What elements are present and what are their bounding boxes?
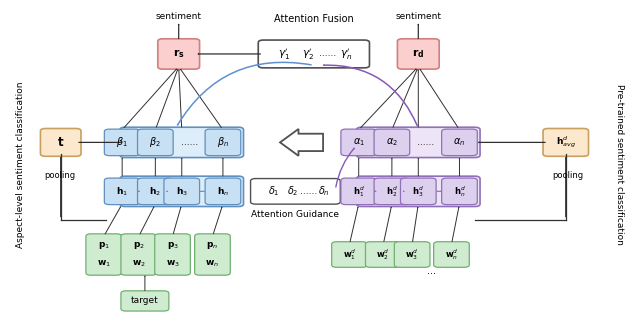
Text: ...: ...: [428, 266, 436, 276]
FancyBboxPatch shape: [434, 242, 469, 267]
FancyBboxPatch shape: [40, 129, 81, 156]
FancyBboxPatch shape: [205, 178, 241, 205]
Text: $\mathbf{h}^d_3$: $\mathbf{h}^d_3$: [412, 184, 424, 199]
Text: $\mathbf{p}_2$: $\mathbf{p}_2$: [132, 240, 145, 251]
FancyBboxPatch shape: [251, 179, 340, 204]
FancyBboxPatch shape: [374, 178, 410, 205]
Text: ......: ......: [300, 187, 317, 196]
FancyBboxPatch shape: [442, 178, 477, 205]
FancyBboxPatch shape: [121, 291, 169, 311]
FancyBboxPatch shape: [543, 129, 589, 156]
Text: $\gamma_n'$: $\gamma_n'$: [340, 46, 352, 62]
FancyBboxPatch shape: [356, 176, 480, 207]
Text: $\delta_n$: $\delta_n$: [318, 185, 330, 198]
Text: Attention Fusion: Attention Fusion: [274, 14, 354, 24]
FancyBboxPatch shape: [120, 176, 243, 207]
Text: sentiment: sentiment: [156, 12, 202, 20]
FancyBboxPatch shape: [442, 129, 477, 156]
Text: $\beta_2$: $\beta_2$: [150, 136, 161, 149]
FancyBboxPatch shape: [394, 242, 430, 267]
Polygon shape: [280, 129, 323, 156]
Text: target: target: [131, 296, 159, 305]
Text: $\mathbf{h}^{d}_{avg}$: $\mathbf{h}^{d}_{avg}$: [556, 135, 576, 150]
Text: Aspect-level sentiment classification: Aspect-level sentiment classification: [15, 81, 25, 248]
Text: $\mathbf{h}^d_n$: $\mathbf{h}^d_n$: [454, 184, 465, 199]
Text: $\mathbf{t}$: $\mathbf{t}$: [57, 136, 65, 149]
Text: $\mathbf{h}^d_1$: $\mathbf{h}^d_1$: [353, 184, 365, 199]
Text: Pre-trained sentiment classification: Pre-trained sentiment classification: [615, 84, 625, 245]
Text: $\mathbf{h}_n$: $\mathbf{h}_n$: [217, 185, 229, 198]
FancyBboxPatch shape: [397, 39, 439, 69]
Text: $\beta_n$: $\beta_n$: [217, 136, 229, 149]
FancyBboxPatch shape: [104, 129, 140, 156]
Text: Attention Guidance: Attention Guidance: [252, 210, 339, 219]
FancyBboxPatch shape: [158, 39, 200, 69]
Text: $\alpha_2$: $\alpha_2$: [386, 137, 398, 148]
Text: $\alpha_n$: $\alpha_n$: [453, 137, 465, 148]
FancyBboxPatch shape: [259, 40, 369, 68]
Text: $\mathbf{w}^d_1$: $\mathbf{w}^d_1$: [342, 247, 356, 262]
Text: $\mathbf{p}_3$: $\mathbf{p}_3$: [166, 240, 179, 251]
Text: $\mathbf{h}_2$: $\mathbf{h}_2$: [149, 185, 161, 198]
FancyBboxPatch shape: [341, 129, 376, 156]
Text: $\mathbf{h}_3$: $\mathbf{h}_3$: [176, 185, 188, 198]
FancyBboxPatch shape: [205, 129, 241, 156]
Text: pooling: pooling: [44, 171, 75, 180]
Text: $\mathbf{p}_1$: $\mathbf{p}_1$: [98, 240, 109, 251]
Text: $\mathbf{w}_2$: $\mathbf{w}_2$: [132, 259, 146, 269]
Text: $\mathbf{w}_1$: $\mathbf{w}_1$: [97, 259, 111, 269]
Text: $\gamma_2'$: $\gamma_2'$: [301, 46, 314, 62]
FancyBboxPatch shape: [374, 129, 410, 156]
Text: $\mathbf{w}^d_3$: $\mathbf{w}^d_3$: [405, 247, 419, 262]
FancyBboxPatch shape: [121, 234, 157, 275]
FancyBboxPatch shape: [138, 129, 173, 156]
Text: $\mathbf{r_s}$: $\mathbf{r_s}$: [173, 48, 184, 60]
FancyBboxPatch shape: [365, 242, 401, 267]
FancyBboxPatch shape: [86, 234, 122, 275]
Text: $\mathbf{h}^d_2$: $\mathbf{h}^d_2$: [386, 184, 398, 199]
Text: sentiment: sentiment: [396, 12, 442, 20]
Text: $\beta_1$: $\beta_1$: [116, 136, 128, 149]
Text: $\mathbf{w}^d_2$: $\mathbf{w}^d_2$: [376, 247, 390, 262]
FancyBboxPatch shape: [164, 178, 200, 205]
Text: $\gamma_1'$: $\gamma_1'$: [278, 46, 291, 62]
Text: $\delta_2$: $\delta_2$: [287, 185, 298, 198]
FancyBboxPatch shape: [120, 127, 243, 158]
Text: $\mathbf{p}_n$: $\mathbf{p}_n$: [207, 240, 218, 251]
Text: $\mathbf{w}_n$: $\mathbf{w}_n$: [205, 259, 220, 269]
Text: pooling: pooling: [552, 171, 583, 180]
FancyBboxPatch shape: [138, 178, 173, 205]
FancyBboxPatch shape: [155, 234, 190, 275]
FancyBboxPatch shape: [104, 178, 140, 205]
Text: $\delta_1$: $\delta_1$: [268, 185, 279, 198]
Text: $\mathbf{r_d}$: $\mathbf{r_d}$: [412, 48, 424, 60]
Text: $\mathbf{h}_1$: $\mathbf{h}_1$: [116, 185, 128, 198]
Text: $\mathbf{w}^d_n$: $\mathbf{w}^d_n$: [445, 247, 458, 262]
FancyBboxPatch shape: [356, 127, 480, 158]
Text: ......: ......: [180, 138, 198, 147]
Text: ......: ......: [319, 49, 336, 59]
FancyBboxPatch shape: [401, 178, 436, 205]
FancyBboxPatch shape: [332, 242, 367, 267]
Text: $\alpha_1$: $\alpha_1$: [353, 137, 365, 148]
FancyBboxPatch shape: [195, 234, 230, 275]
FancyBboxPatch shape: [341, 178, 376, 205]
Text: ......: ......: [417, 138, 435, 147]
Text: $\mathbf{w}_3$: $\mathbf{w}_3$: [166, 259, 179, 269]
